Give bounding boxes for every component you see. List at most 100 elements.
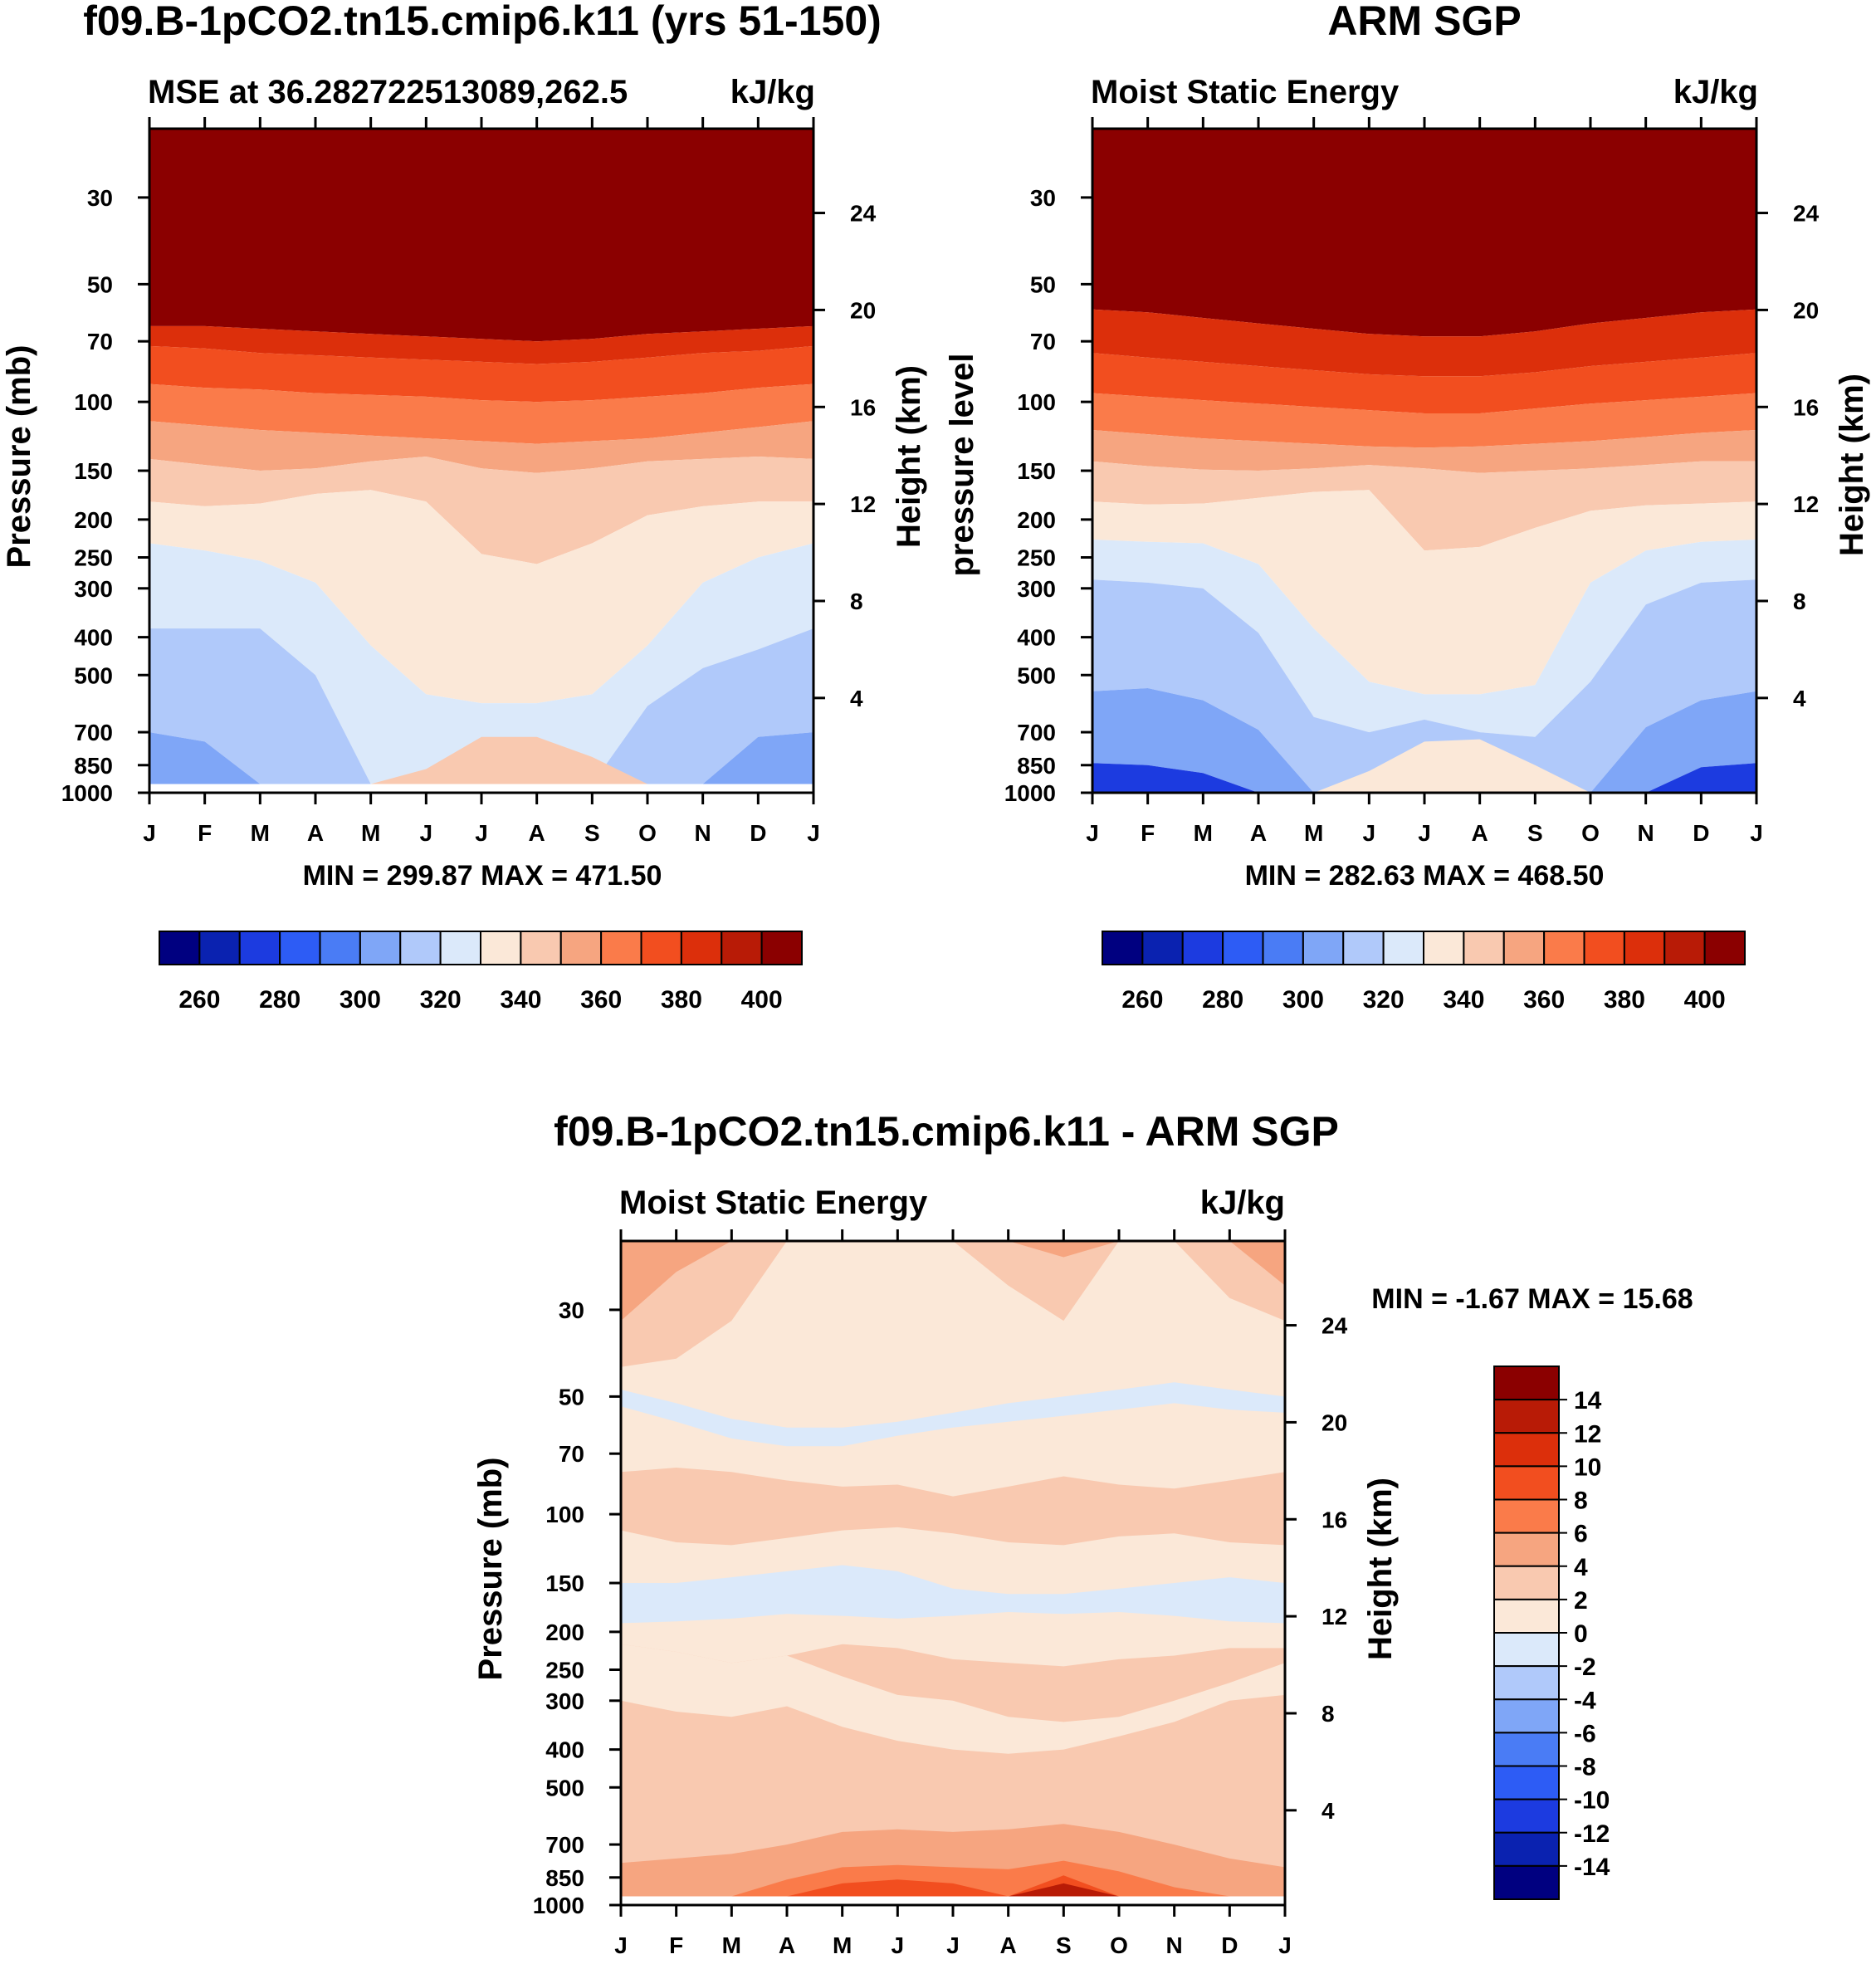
- diff-contour-band: [621, 1644, 1285, 1754]
- diff-surface-mask: [621, 1900, 1285, 1905]
- obs-xtick-label: O: [1581, 820, 1600, 846]
- obs-xtick-label: N: [1638, 820, 1654, 846]
- model-contour-band: [149, 457, 813, 564]
- obs-right-tick-label: 12: [1793, 491, 1819, 517]
- model-colorbar-swatch: [760, 931, 803, 965]
- diff-colorbar-swatch: [1493, 1632, 1560, 1668]
- diff-colorbar-swatch: [1493, 1598, 1560, 1634]
- diff-colorbar-label: -4: [1574, 1687, 1596, 1714]
- diff-colorbar-label: 14: [1574, 1387, 1602, 1414]
- diff-xtick-label: A: [779, 1932, 795, 1958]
- obs-colorbar-label: 340: [1443, 986, 1484, 1014]
- model-colorbar-swatch: [399, 931, 442, 965]
- diff-ytick-label: 30: [559, 1297, 584, 1323]
- obs-ytick-label: 70: [1030, 329, 1056, 354]
- obs-contour-band: [1092, 739, 1756, 793]
- obs-colorbar-swatch: [1302, 931, 1345, 965]
- obs-colorbar-swatch: [1342, 931, 1385, 965]
- obs-ytick-label: 200: [1017, 507, 1056, 533]
- diff-right-tick-label: 16: [1322, 1507, 1347, 1532]
- diff-colorbar-label: 8: [1574, 1488, 1588, 1515]
- diff-colorbar-label: -8: [1574, 1754, 1596, 1781]
- diff-right-tick-label: 20: [1322, 1409, 1347, 1435]
- diff-xtick-label: N: [1166, 1932, 1183, 1958]
- obs-colorbar-label: 280: [1202, 986, 1243, 1014]
- model-right-tick-label: 16: [850, 394, 876, 420]
- model-colorbar-swatch: [680, 931, 723, 965]
- obs-xtick-label: D: [1693, 820, 1709, 846]
- obs-ytick-label: 700: [1017, 720, 1056, 745]
- obs-ytick-label: 100: [1017, 389, 1056, 415]
- obs-colorbar-label: 300: [1282, 986, 1324, 1014]
- model-xtick-label: S: [584, 820, 600, 846]
- model-ytick-label: 100: [74, 389, 113, 415]
- model-suptitle: f09.B-1pCO2.tn15.cmip6.k11 (yrs 51-150): [83, 0, 882, 44]
- model-ylabel: Pressure (mb): [1, 345, 37, 569]
- model-xtick-label: J: [420, 820, 433, 846]
- obs-title: Moist Static Energy: [1091, 74, 1400, 110]
- model-colorbar-swatch: [480, 931, 522, 965]
- obs-xtick-label: M: [1194, 820, 1213, 846]
- diff-colorbar-label: -10: [1574, 1787, 1610, 1815]
- model-contour-band: [149, 490, 813, 704]
- model-colorbar-label: 300: [340, 986, 381, 1014]
- diff-ytick-label: 850: [545, 1865, 584, 1891]
- model-ytick-label: 500: [74, 662, 113, 688]
- diff-ytick-label: 70: [559, 1441, 584, 1467]
- panel-model: f09.B-1pCO2.tn15.cmip6.k11 (yrs 51-150) …: [1, 0, 927, 1014]
- model-xtick-label: F: [198, 820, 212, 846]
- model-ytick-label: 70: [87, 329, 113, 354]
- diff-ytick-label: 300: [545, 1688, 584, 1714]
- obs-colorbar-swatch: [1502, 931, 1546, 965]
- obs-ytick-label: 30: [1030, 185, 1056, 211]
- obs-ytick-label: 150: [1017, 458, 1056, 484]
- diff-colorbar-label: -12: [1574, 1820, 1610, 1848]
- diff-colorbar-swatch: [1493, 1665, 1560, 1701]
- model-ytick-label: 250: [74, 545, 113, 571]
- obs-colorbar-label: 260: [1121, 986, 1163, 1014]
- model-colorbar-swatch: [600, 931, 642, 965]
- obs-colorbar-swatch: [1423, 931, 1465, 965]
- model-contour-band: [149, 736, 813, 784]
- obs-ytick-label: 1000: [1004, 780, 1056, 806]
- obs-contour-band: [1092, 688, 1756, 793]
- model-xtick-label: J: [143, 820, 156, 846]
- model-xtick-label: J: [807, 820, 820, 846]
- diff-xtick-label: D: [1221, 1932, 1238, 1958]
- diff-colorbar-label: 12: [1574, 1420, 1601, 1448]
- obs-ytick-label: 250: [1017, 545, 1056, 571]
- obs-colorbar-swatch: [1663, 931, 1706, 965]
- diff-ytick-label: 250: [545, 1658, 584, 1683]
- obs-contour-band: [1092, 430, 1756, 473]
- model-surface-mask: [149, 784, 813, 793]
- model-colorbar-label: 340: [500, 986, 541, 1014]
- diff-units: kJ/kg: [1200, 1185, 1285, 1221]
- model-colorbar-swatch: [159, 931, 201, 965]
- diff-colorbar-swatch: [1493, 1698, 1560, 1734]
- model-colorbar-label: 400: [741, 986, 783, 1014]
- model-contour-band: [149, 421, 813, 473]
- diff-right-ylabel: Height (km): [1362, 1478, 1399, 1660]
- obs-colorbar-swatch: [1262, 931, 1304, 965]
- model-right-ylabel: Height (km): [891, 365, 927, 548]
- obs-colorbar-swatch: [1102, 931, 1144, 965]
- obs-colorbar-swatch: [1543, 931, 1585, 965]
- obs-contour-band: [1092, 763, 1756, 793]
- diff-xtick-label: A: [1000, 1932, 1017, 1958]
- obs-contour-band: [1092, 129, 1756, 337]
- obs-xtick-label: J: [1086, 820, 1099, 846]
- model-ytick-label: 850: [74, 753, 113, 779]
- obs-xtick-label: J: [1363, 820, 1376, 846]
- obs-right-tick-label: 20: [1793, 297, 1819, 323]
- obs-right-ylabel: Height (km): [1834, 374, 1870, 556]
- panel-diff: f09.B-1pCO2.tn15.cmip6.k11 - ARM SGP Moi…: [472, 1108, 1693, 1958]
- diff-colorbar-label: -14: [1574, 1854, 1610, 1881]
- diff-contour-band: [621, 1382, 1285, 1447]
- obs-colorbar-swatch: [1222, 931, 1264, 965]
- diff-colorbar-label: -6: [1574, 1720, 1596, 1747]
- obs-contour-band: [1092, 579, 1756, 793]
- obs-xtick-label: A: [1472, 820, 1488, 846]
- model-title: MSE at 36.282722513089,262.5: [148, 74, 628, 110]
- diff-suptitle: f09.B-1pCO2.tn15.cmip6.k11 - ARM SGP: [554, 1108, 1339, 1155]
